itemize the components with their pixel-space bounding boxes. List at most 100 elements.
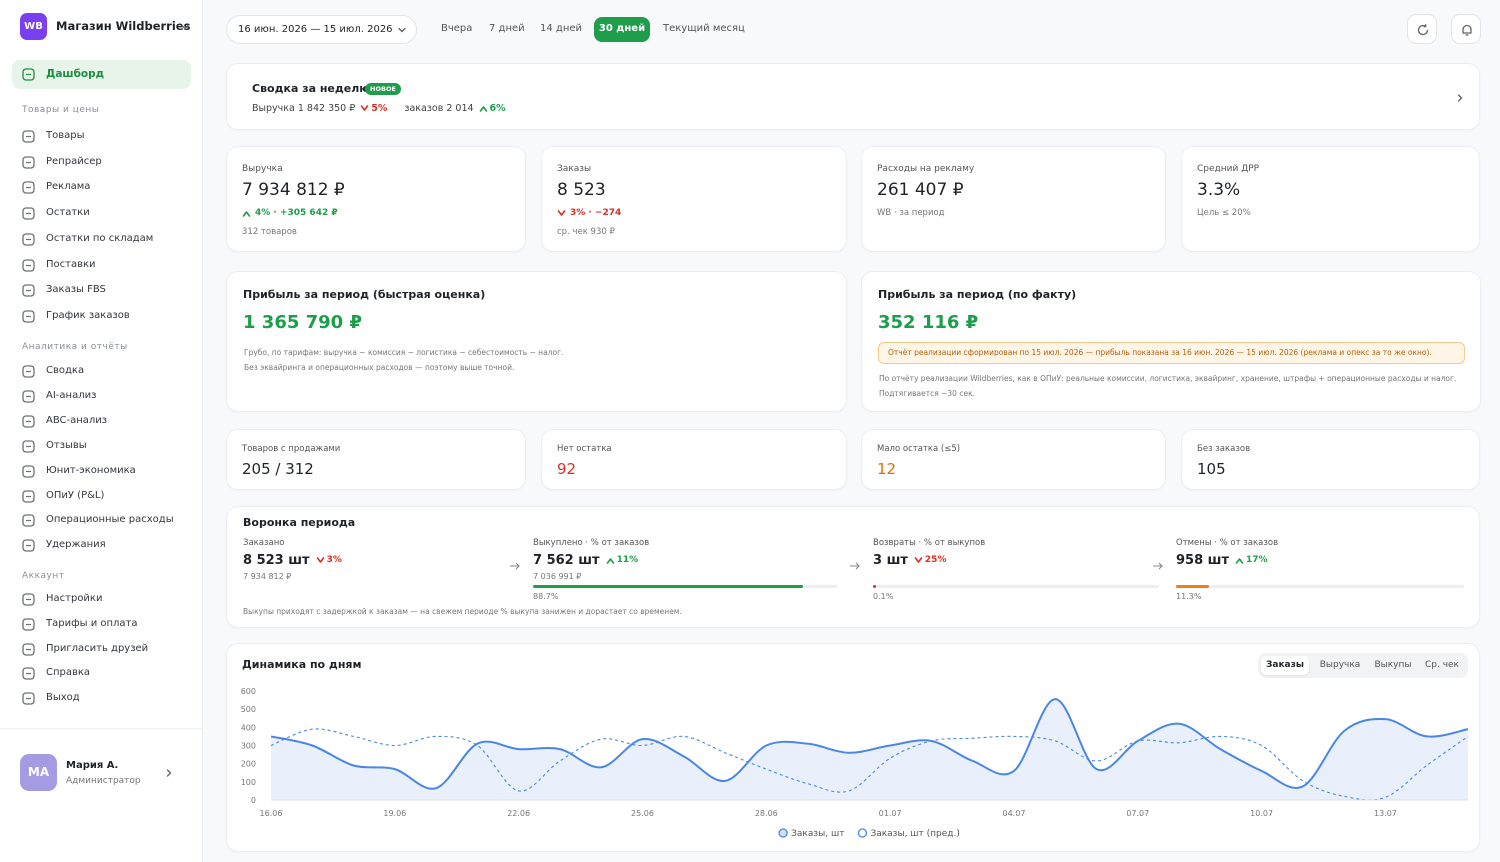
icon-shape <box>22 207 35 220</box>
kpi-delta-text: 3% · −274 <box>570 208 622 218</box>
kpi-sub: Цель ≤ 20% <box>1197 208 1251 218</box>
icon-shape <box>22 284 35 297</box>
nav-item[interactable]: Реклама <box>46 181 91 193</box>
nav-item[interactable]: График заказов <box>46 309 130 321</box>
nav-item[interactable]: Сводка <box>46 365 85 376</box>
profit-value: 1 365 790 ₽ <box>243 312 362 333</box>
trend-arrow <box>242 210 251 217</box>
funnel-value: 8 523 шт <box>243 552 310 568</box>
funnel-sub: 7 934 812 ₽ <box>243 572 292 581</box>
funnel-card: Воронка периода Заказано 8 523 шт 3% 7 934 8… <box>226 506 1480 628</box>
icon-shape <box>22 618 35 631</box>
nav-label: Дашборд <box>46 68 105 80</box>
x-tick-label: 19.06 <box>383 809 406 818</box>
profit-value: 352 116 ₽ <box>878 312 979 333</box>
arrow-shape <box>510 562 520 570</box>
kpi-value: 3.3% <box>1197 180 1241 200</box>
nav-item[interactable]: Заказы FBS <box>46 284 106 296</box>
funnel-title: Воронка периода <box>243 516 356 529</box>
summary-delta: 6% <box>489 102 506 114</box>
icon-shape <box>22 310 35 323</box>
funnel-arrow <box>510 562 520 570</box>
chart-tab[interactable]: Ср. чек <box>1419 656 1465 675</box>
trend-arrow <box>316 556 324 563</box>
period-label[interactable]: Текущий месяц <box>663 23 745 34</box>
menu-icon <box>22 156 35 169</box>
stat-value: 105 <box>1197 460 1226 478</box>
nav-item[interactable]: ОПиУ (P&L) <box>46 489 105 501</box>
chevron-shape <box>398 27 406 33</box>
menu-icon <box>22 489 35 503</box>
chart-tab[interactable]: Выручка <box>1312 656 1368 675</box>
nav-item[interactable]: Репрайсер <box>46 155 102 167</box>
menu-icon <box>22 415 35 428</box>
period-label[interactable]: 7 дней <box>489 23 525 34</box>
x-tick-label: 01.07 <box>879 809 902 818</box>
period-active[interactable]: 30 дней <box>594 17 650 42</box>
menu-icon <box>22 539 35 552</box>
period-label: 30 дней <box>598 23 646 34</box>
legend-label: Заказы, шт (пред.) <box>870 829 959 839</box>
nav-item[interactable]: Пригласить друзей <box>46 642 149 654</box>
nav-item[interactable]: Поставки <box>46 258 96 270</box>
x-tick-label: 10.07 <box>1250 809 1273 818</box>
kpi-sub: WB · за период <box>877 208 945 218</box>
nav-group-title: Товары и цены <box>22 105 100 115</box>
refresh-button[interactable] <box>1407 14 1437 44</box>
profit-card: Прибыль за период (по факту) 352 116 ₽ Отч… <box>861 271 1481 412</box>
x-tick-label: 07.07 <box>1126 809 1149 818</box>
nav-item[interactable]: Остатки <box>46 207 90 219</box>
icon-shape <box>22 489 35 503</box>
y-tick-label: 0 <box>251 796 256 805</box>
menu-icon <box>22 284 35 297</box>
menu-icon <box>22 667 35 681</box>
progress-track <box>873 585 1159 588</box>
nav-item[interactable]: Товары <box>46 130 85 141</box>
trend-arrow <box>914 556 923 563</box>
nav-item[interactable]: Справка <box>46 667 91 679</box>
nav-item[interactable]: Операционные расходы <box>46 514 174 526</box>
date-range-button[interactable]: 16 июн. 2026 — 15 июл. 2026 <box>226 15 417 44</box>
trend-shape <box>316 556 324 563</box>
progress-track <box>1176 585 1464 588</box>
nav-item[interactable]: AI-анализ <box>46 389 97 401</box>
summary-card[interactable]: Сводка за неделю НОВОЕ Выручка 1 842 350 ₽… <box>226 63 1480 130</box>
period-label[interactable]: Вчера <box>441 23 473 34</box>
stat-card: Мало остатка (≤5) 12 <box>861 429 1166 490</box>
period-label[interactable]: 14 дней <box>540 23 583 34</box>
chevron <box>166 769 172 777</box>
trend-shape <box>606 557 614 564</box>
chevron <box>398 27 406 33</box>
nav-item[interactable]: Тарифы и оплата <box>46 617 138 629</box>
trend-arrow <box>557 209 566 216</box>
user-role: Администратор <box>66 776 141 786</box>
notifications-button[interactable] <box>1451 14 1481 44</box>
chart-tab[interactable]: Выкупы <box>1368 656 1418 675</box>
nav-item[interactable]: Выход <box>46 692 80 704</box>
kpi-delta: 3% · −274 <box>557 206 621 220</box>
x-tick-label: 13.07 <box>1374 809 1397 818</box>
nav-item[interactable]: Остатки по складам <box>46 232 154 244</box>
chart-tab[interactable]: Заказы <box>1261 656 1309 675</box>
nav-item[interactable]: Настройки <box>46 593 103 604</box>
shop-name[interactable]: Магазин Wildberries <box>56 19 191 33</box>
line-chart: 0 100 200 300 400 500 600 16.06 19.06 22.06 25.06 2… <box>241 687 1469 839</box>
nav-item[interactable]: ABC-анализ <box>46 414 108 426</box>
user-name: Мария А. <box>66 760 119 771</box>
trend-shape <box>1235 557 1244 564</box>
summary-text: Выручка 1 842 350 ₽ <box>252 102 356 114</box>
icon-shape <box>22 390 35 403</box>
nav-item[interactable]: Юнит-экономика <box>46 464 136 476</box>
menu-icon <box>22 390 35 403</box>
icon-shape <box>22 642 35 656</box>
chart-title: Динамика по дням <box>242 658 362 671</box>
nav-item-active[interactable]: Дашборд <box>12 60 191 89</box>
kpi-card: Расходы на рекламу 261 407 ₽ WB · за перио… <box>861 146 1166 252</box>
nav-item[interactable]: Удержания <box>46 539 106 551</box>
funnel-label: Возвраты · % от выкупов <box>873 538 986 548</box>
icon-shape <box>22 365 35 378</box>
nav-item[interactable]: Отзывы <box>46 439 87 451</box>
funnel-value-row: 8 523 шт 3% <box>243 552 342 568</box>
menu-icon <box>22 207 35 220</box>
